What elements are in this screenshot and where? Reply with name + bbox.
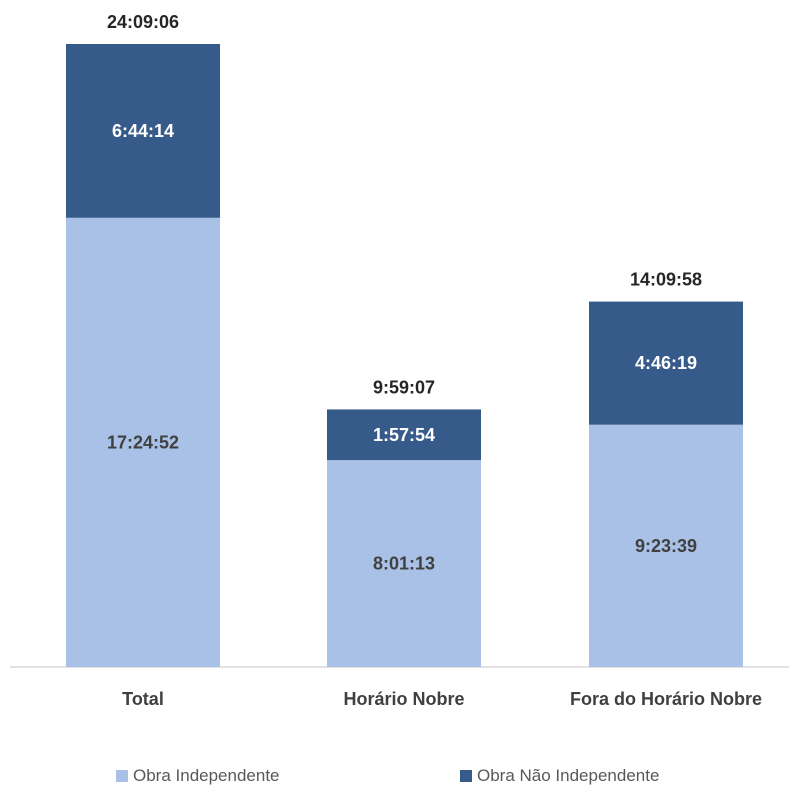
total-label-total: 24:09:06 [107,12,179,32]
data-label-obra-nao-independente-total: 6:44:14 [112,121,174,141]
legend-item-obra-nao-independente: Obra Não Independente [460,766,659,786]
legend-label: Obra Não Independente [477,766,660,785]
bar-obra-nao-independente-total [66,44,220,218]
data-label-obra-independente-total: 17:24:52 [107,432,179,452]
bar-obra-nao-independente-horario-nobre [327,409,481,461]
bar-obra-independente-horario-nobre [327,460,481,667]
bar-obra-independente-fora-do-horario-nobre [589,424,743,667]
legend-item-obra-independente: Obra Independente [116,766,280,786]
legend-swatch-obra-independente [116,770,128,782]
legend-swatch-obra-nao-independente [460,770,472,782]
category-label-fora-do-horario-nobre: Fora do Horário Nobre [570,689,762,709]
bar-obra-nao-independente-fora-do-horario-nobre [589,301,743,425]
data-label-obra-nao-independente-fora-do-horario-nobre: 4:46:19 [635,353,697,373]
legend-label: Obra Independente [133,766,280,785]
bar-obra-independente-total [66,217,220,667]
category-label-total: Total [122,689,164,709]
category-label-horario-nobre: Horário Nobre [343,689,464,709]
data-label-obra-independente-fora-do-horario-nobre: 9:23:39 [635,536,697,556]
legend: Obra Independente Obra Não Independente [0,766,789,790]
data-label-obra-nao-independente-horario-nobre: 1:57:54 [373,425,435,445]
stacked-bar-chart: 17:24:52 6:44:14 24:09:06 Total 8:01:13 1:57:… [10,12,789,709]
total-label-horario-nobre: 9:59:07 [373,377,435,397]
data-label-obra-independente-horario-nobre: 8:01:13 [373,554,435,574]
total-label-fora-do-horario-nobre: 14:09:58 [630,270,702,290]
